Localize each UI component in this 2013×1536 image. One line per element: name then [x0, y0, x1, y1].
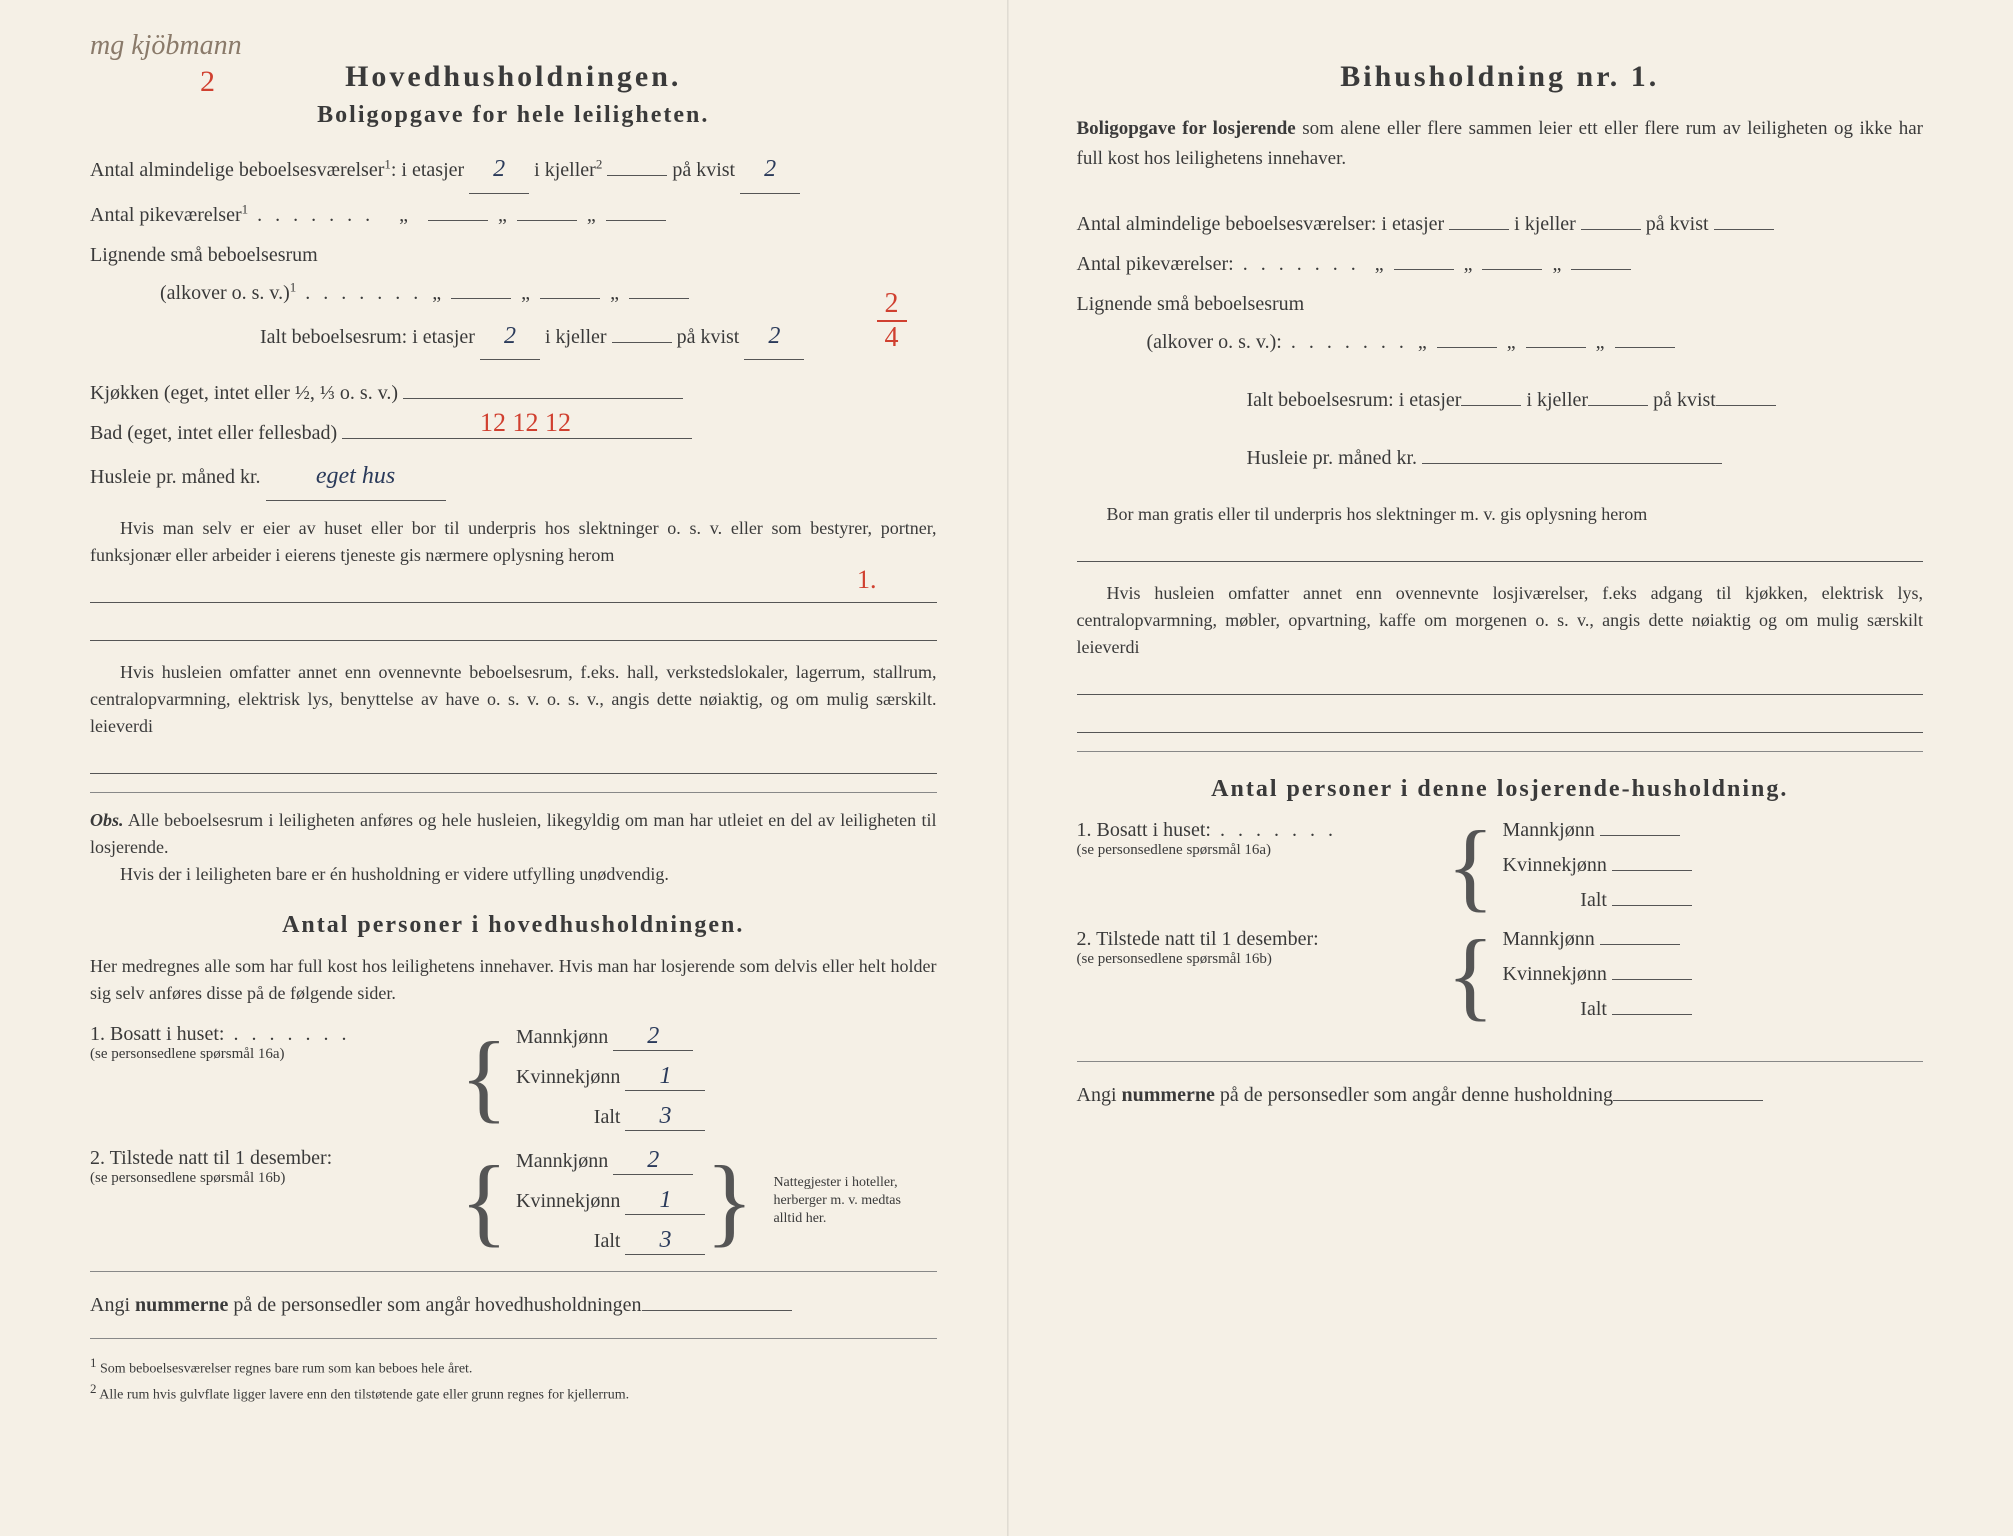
persons-note: Her medregnes alle som har full kost hos… — [90, 953, 937, 1007]
side-note: Nattegjester i hoteller, herberger m. v.… — [773, 1174, 923, 1229]
footnotes: 1 Som beboelsesværelser regnes bare rum … — [90, 1353, 937, 1406]
pike-line: Antal pikeværelser1 „ „ „ — [90, 196, 937, 234]
left-page: mg kjöbmann 2 Hovedhusholdningen. Boligo… — [0, 0, 1007, 1536]
persons-title-right: Antal personer i denne losjerende-hushol… — [1077, 776, 1924, 803]
kjokken-line: Kjøkken (eget, intet eller ½, ⅓ o. s. v.… — [90, 374, 937, 412]
q2-kvinne: 1 — [625, 1187, 705, 1215]
subtitle-left: Boligopgave for hele leiligheten. — [90, 102, 937, 129]
q2-row: 2. Tilstede natt til 1 desember: (se per… — [90, 1147, 937, 1255]
husleie-line-r: Husleie pr. måned kr. — [1077, 439, 1924, 477]
owner-note: Hvis man selv er eier av huset eller bor… — [90, 515, 937, 569]
q1-ialt: 3 — [625, 1103, 705, 1131]
ialt-line-r: Ialt beboelsesrum: i etasjer i kjeller p… — [1077, 381, 1924, 419]
intro-right: Boligopgave for losjerende som alene ell… — [1077, 114, 1924, 175]
kvist-value: 2 — [740, 147, 800, 194]
main-title-right: Bihusholdning nr. 1. — [1077, 60, 1924, 94]
lignende-line: Lignende små beboelsesrum (alkover o. s.… — [90, 236, 937, 312]
lignende-line-r: Lignende små beboelsesrum (alkover o. s.… — [1077, 285, 1924, 361]
ialt-rooms-line: Ialt beboelsesrum: i etasjer 2 i kjeller… — [90, 314, 937, 361]
obs-note: Obs. Alle beboelsesrum i leiligheten anf… — [90, 807, 937, 888]
persons-title-left: Antal personer i hovedhusholdningen. — [90, 912, 937, 939]
rooms-line-r: Antal almindelige beboelsesværelser: i e… — [1077, 205, 1924, 243]
kjeller-value — [607, 175, 667, 176]
q2-row-r: 2. Tilstede natt til 1 desember: (se per… — [1077, 928, 1924, 1021]
red-fraction: 2 4 — [877, 290, 907, 352]
angi-line-left: Angi nummerne på de personsedler som ang… — [90, 1286, 937, 1324]
right-page: Bihusholdning nr. 1. Boligopgave for los… — [1007, 0, 2013, 1536]
blank-line-1 — [90, 583, 937, 603]
husleie-value: eget hus — [266, 454, 446, 501]
blank-line-2 — [90, 621, 937, 641]
handwritten-marginalia: mg kjöbmann — [90, 30, 242, 62]
pike-line-r: Antal pikeværelser: „ „ „ — [1077, 245, 1924, 283]
q1-row: 1. Bosatt i huset: (se personsedlene spø… — [90, 1023, 937, 1131]
q2-mann: 2 — [613, 1147, 693, 1175]
etasjer-value: 2 — [469, 147, 529, 194]
husleie-note: Hvis husleien omfatter annet enn ovennev… — [90, 659, 937, 740]
blank-line-3 — [90, 754, 937, 774]
red-12-annotation: 12 12 12 — [480, 408, 571, 438]
rooms-line: Antal almindelige beboelsesværelser1: i … — [90, 147, 937, 194]
main-title-left: Hovedhusholdningen. — [90, 60, 937, 94]
q1-kvinne: 1 — [625, 1063, 705, 1091]
bor-note-r: Bor man gratis eller til underpris hos s… — [1077, 501, 1924, 528]
husleie-note-r: Hvis husleien omfatter annet enn ovennev… — [1077, 580, 1924, 661]
ialt-kvist: 2 — [744, 314, 804, 361]
angi-line-right: Angi nummerne på de personsedler som ang… — [1077, 1076, 1924, 1114]
q1-mann: 2 — [613, 1023, 693, 1051]
red-marginal-number: 2 — [200, 65, 215, 99]
q1-row-r: 1. Bosatt i huset: (se personsedlene spø… — [1077, 819, 1924, 912]
red-1-annotation: 1. — [857, 565, 877, 595]
ialt-etasjer: 2 — [480, 314, 540, 361]
husleie-line: Husleie pr. måned kr. eget hus — [90, 454, 937, 501]
q2-ialt: 3 — [625, 1227, 705, 1255]
